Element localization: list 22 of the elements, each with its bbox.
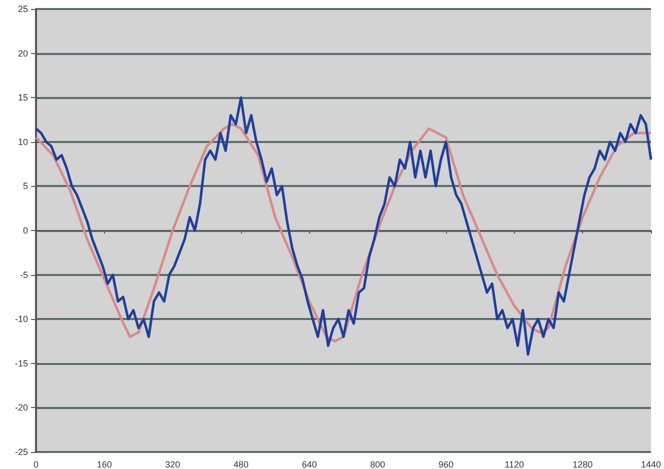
y-tick-label: -20 xyxy=(14,402,28,413)
line-series xyxy=(34,96,652,356)
y-tick-label: 25 xyxy=(18,4,28,14)
y-tick-label: 5 xyxy=(22,181,28,192)
x-tick-label: 1120 xyxy=(504,460,524,469)
y-tick-label: -15 xyxy=(14,358,28,368)
y-tick-label: 10 xyxy=(18,136,28,147)
x-tick-label: 0 xyxy=(33,460,39,469)
x-tick-label: 160 xyxy=(96,460,112,469)
x-tick-label: 320 xyxy=(165,460,180,469)
y-tick-label: 15 xyxy=(18,92,28,103)
y-tick-label: -5 xyxy=(20,270,28,280)
y-tick-label: 0 xyxy=(22,226,28,236)
y-tick-label: 20 xyxy=(18,48,28,58)
x-tick-label: 1280 xyxy=(572,460,593,469)
x-tick-label: 640 xyxy=(302,460,317,469)
x-tick-label: 960 xyxy=(438,460,454,469)
y-tick-label: -25 xyxy=(14,447,28,457)
x-tick-label: 480 xyxy=(233,460,249,469)
y-tick-label: -10 xyxy=(14,314,28,324)
x-tick-label: 800 xyxy=(370,460,386,469)
x-tick-label: 1440 xyxy=(640,460,662,469)
